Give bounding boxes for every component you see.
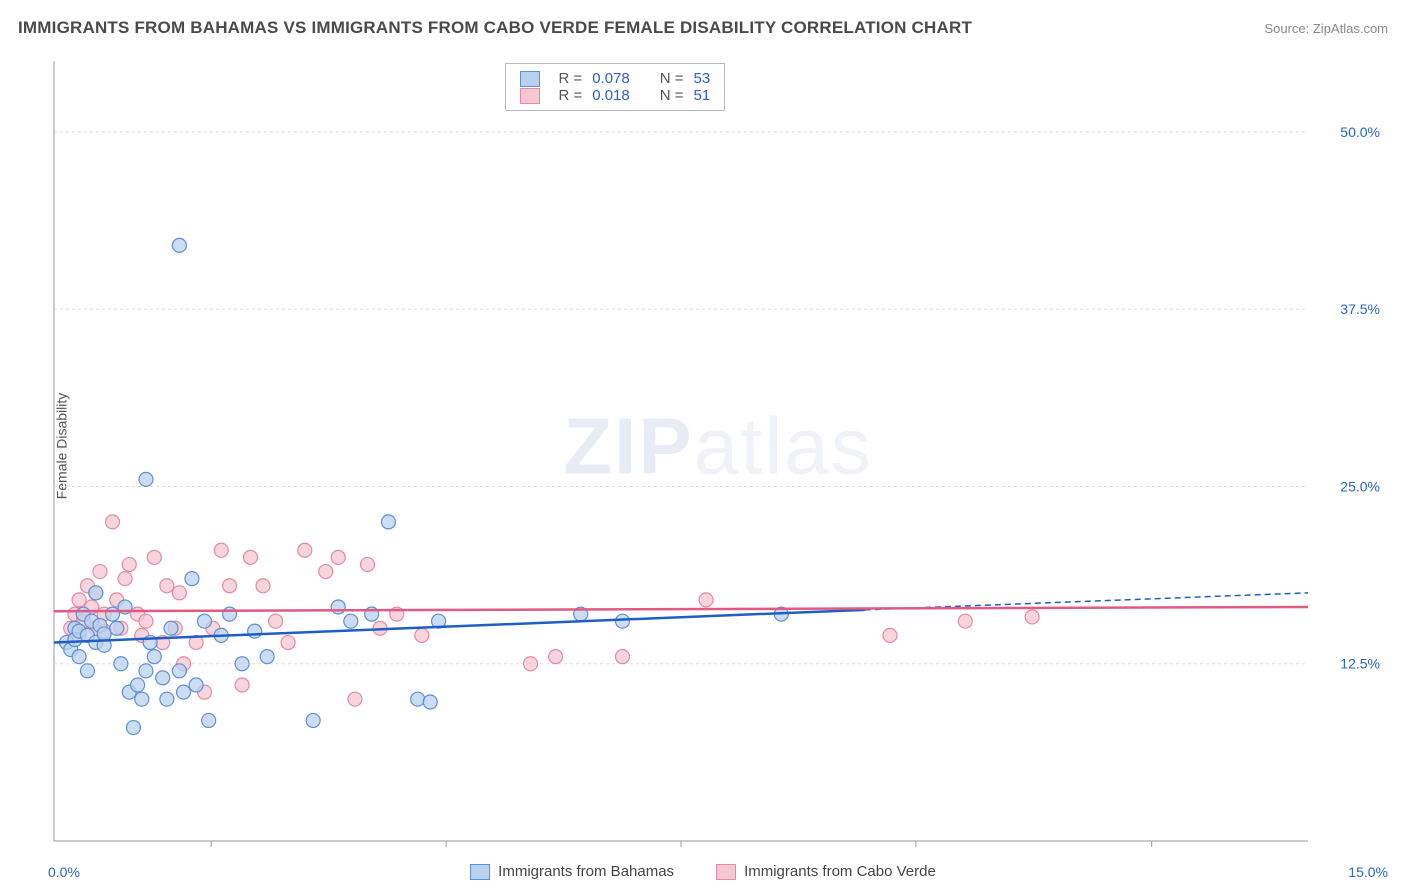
- stats-row: R = 0.078 N = 53: [520, 70, 710, 87]
- chart-title: IMMIGRANTS FROM BAHAMAS VS IMMIGRANTS FR…: [18, 18, 972, 38]
- y-tick-label: 50.0%: [1340, 124, 1380, 140]
- data-point: [344, 614, 358, 628]
- r-label: R =: [558, 70, 582, 87]
- data-point: [298, 543, 312, 557]
- data-point: [177, 685, 191, 699]
- data-point: [306, 713, 320, 727]
- data-point: [106, 607, 120, 621]
- data-point: [361, 557, 375, 571]
- data-point: [256, 579, 270, 593]
- data-point: [139, 614, 153, 628]
- n-label: N =: [660, 70, 684, 87]
- data-point: [97, 627, 111, 641]
- data-point: [72, 650, 86, 664]
- data-point: [214, 543, 228, 557]
- data-point: [411, 692, 425, 706]
- title-bar: IMMIGRANTS FROM BAHAMAS VS IMMIGRANTS FR…: [18, 18, 1388, 38]
- data-point: [89, 586, 103, 600]
- data-point: [223, 607, 237, 621]
- data-point: [331, 600, 345, 614]
- stats-swatch: [520, 88, 540, 104]
- data-point: [260, 650, 274, 664]
- data-point: [139, 472, 153, 486]
- legend-label: Immigrants from Cabo Verde: [744, 863, 936, 880]
- r-value: 0.018: [592, 87, 630, 104]
- data-point: [147, 550, 161, 564]
- data-point: [197, 614, 211, 628]
- data-point: [160, 579, 174, 593]
- n-label: N =: [660, 87, 684, 104]
- data-point: [160, 692, 174, 706]
- data-point: [331, 550, 345, 564]
- data-point: [189, 678, 203, 692]
- data-point: [202, 713, 216, 727]
- data-point: [699, 593, 713, 607]
- data-point: [883, 628, 897, 642]
- data-point: [243, 550, 257, 564]
- data-point: [147, 650, 161, 664]
- data-point: [118, 572, 132, 586]
- data-point: [223, 579, 237, 593]
- data-point: [235, 657, 249, 671]
- data-point: [122, 557, 136, 571]
- legend-item: Immigrants from Cabo Verde: [716, 863, 936, 880]
- legend-swatch: [716, 864, 736, 880]
- data-point: [172, 238, 186, 252]
- legend-label: Immigrants from Bahamas: [498, 863, 674, 880]
- stats-row: R = 0.018 N = 51: [520, 87, 710, 104]
- n-value: 51: [694, 87, 711, 104]
- stats-legend: R = 0.078 N = 53 R = 0.018 N = 51: [505, 63, 725, 111]
- data-point: [114, 657, 128, 671]
- data-point: [172, 664, 186, 678]
- data-point: [164, 621, 178, 635]
- data-point: [185, 572, 199, 586]
- data-point: [281, 635, 295, 649]
- data-point: [319, 565, 333, 579]
- source-label: Source: ZipAtlas.com: [1264, 21, 1388, 36]
- data-point: [135, 692, 149, 706]
- data-point: [126, 721, 140, 735]
- legend-swatch: [470, 864, 490, 880]
- data-point: [423, 695, 437, 709]
- stats-swatch: [520, 71, 540, 87]
- data-point: [958, 614, 972, 628]
- data-point: [172, 586, 186, 600]
- data-point: [235, 678, 249, 692]
- data-point: [381, 515, 395, 529]
- data-point: [93, 565, 107, 579]
- data-point: [615, 614, 629, 628]
- series-legend: Immigrants from Bahamas Immigrants from C…: [0, 863, 1406, 880]
- data-point: [615, 650, 629, 664]
- data-point: [139, 664, 153, 678]
- data-point: [156, 671, 170, 685]
- data-point: [348, 692, 362, 706]
- data-point: [415, 628, 429, 642]
- scatter-chart: 12.5% 25.0% 37.5% 50.0%: [48, 55, 1388, 847]
- n-value: 53: [694, 70, 711, 87]
- data-point: [80, 664, 94, 678]
- r-value: 0.078: [592, 70, 630, 87]
- data-point: [72, 593, 86, 607]
- data-point: [110, 621, 124, 635]
- data-point: [524, 657, 538, 671]
- data-point: [1025, 610, 1039, 624]
- r-label: R =: [558, 87, 582, 104]
- data-point: [549, 650, 563, 664]
- data-point: [269, 614, 283, 628]
- legend-item: Immigrants from Bahamas: [470, 863, 674, 880]
- data-point: [106, 515, 120, 529]
- data-point: [248, 624, 262, 638]
- y-tick-label: 37.5%: [1340, 301, 1380, 317]
- y-tick-label: 25.0%: [1340, 478, 1380, 494]
- y-tick-label: 12.5%: [1340, 656, 1380, 672]
- data-point: [131, 678, 145, 692]
- chart-area: ZIPatlas 12.5%25.0%37.5%50.0% R =0.078N …: [48, 55, 1388, 847]
